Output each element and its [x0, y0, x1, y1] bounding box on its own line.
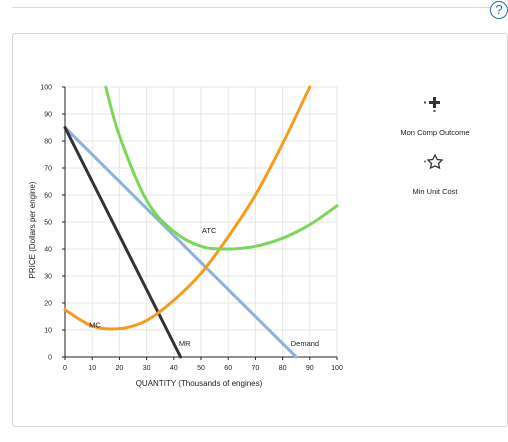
y-tick-label: 30: [44, 274, 52, 281]
y-tick-label: 50: [44, 220, 52, 227]
tool-mon-comp-outcome[interactable]: Mon Comp Outcome: [400, 97, 470, 137]
x-tick-label: 40: [170, 365, 178, 372]
series-group: [63, 85, 339, 359]
x-tick-label: 0: [63, 365, 67, 372]
label-demand: Demand: [291, 339, 319, 348]
y-tick-label: 100: [40, 85, 52, 92]
x-tick-label: 30: [143, 365, 151, 372]
x-tick-label: 20: [116, 365, 124, 372]
y-tick-label: 0: [48, 355, 52, 362]
grid-lines: [64, 86, 338, 358]
label-atc: ATC: [202, 226, 217, 235]
x-tick-label: 60: [224, 365, 232, 372]
y-tick-label: 40: [44, 247, 52, 254]
curve-labels: Demand MR MC ATC: [89, 226, 319, 348]
x-tick-label: 10: [88, 365, 96, 372]
y-tick-label: 70: [44, 166, 52, 173]
x-tick-label: 50: [197, 365, 205, 372]
series-atc-line[interactable]: [104, 85, 339, 251]
label-mc: MC: [89, 320, 101, 329]
y-tick-label: 10: [44, 328, 52, 335]
y-tick-label: 80: [44, 139, 52, 146]
label-mr: MR: [179, 339, 191, 348]
y-tick-label: 60: [44, 193, 52, 200]
y-tick-label: 90: [44, 112, 52, 119]
tool-min-unit-cost[interactable]: Min Unit Cost: [412, 153, 458, 196]
x-tick-label: 70: [252, 365, 260, 372]
series-demand-line[interactable]: [63, 126, 298, 359]
x-tick-label: 100: [331, 365, 343, 372]
crosshair-plus-icon: [423, 97, 440, 113]
star-marker-icon: [423, 153, 444, 170]
series-mr-line[interactable]: [63, 126, 183, 359]
y-axis-title: PRICE (Dollars per engine): [28, 181, 37, 278]
axes: [62, 86, 338, 360]
series-mc-line[interactable]: [63, 85, 312, 331]
tool-mon-comp-label: Mon Comp Outcome: [400, 128, 469, 137]
tick-labels: 0 10 20 30 40 50 60 70 80 90 100 0 10 20 30 40 50 60 70 80 9…: [40, 85, 343, 373]
x-axis-title: QUANTITY (Thousands of engines): [136, 379, 263, 388]
graph-panel: [12, 33, 508, 427]
tool-min-unit-cost-label: Min Unit Cost: [412, 187, 458, 196]
y-tick-label: 20: [44, 301, 52, 308]
header-divider: [12, 7, 490, 8]
x-tick-label: 90: [306, 365, 314, 372]
x-tick-label: 80: [279, 365, 287, 372]
